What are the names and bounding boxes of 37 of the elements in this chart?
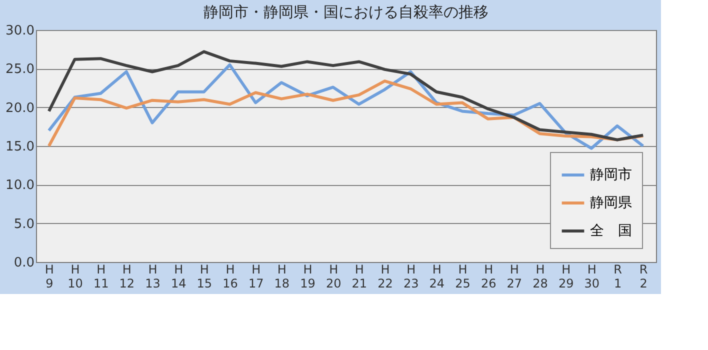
x-tick-label: H11 — [93, 262, 109, 290]
x-tick-label: H24 — [429, 262, 445, 290]
x-tick-label: R2 — [639, 262, 648, 290]
x-tick-label: H26 — [480, 262, 496, 290]
x-tick-label: H17 — [248, 262, 264, 290]
x-tick-label: H27 — [506, 262, 522, 290]
x-tick-label: H25 — [455, 262, 470, 290]
x-tick-label: H19 — [300, 262, 316, 290]
x-tick-label: H15 — [196, 262, 212, 290]
x-tick-label: H12 — [119, 262, 135, 290]
x-tick-label: H29 — [558, 262, 574, 290]
x-tick-label: H10 — [68, 262, 83, 290]
x-tick-label: H14 — [170, 262, 186, 290]
x-tick-label: H9 — [44, 262, 54, 290]
x-tick-label: H20 — [326, 262, 342, 290]
y-tick-label: 30.0 — [6, 24, 34, 38]
y-tick-label: 5.0 — [14, 216, 34, 232]
chart-title: 静岡市・静岡県・国における自殺率の推移 — [204, 3, 488, 21]
y-tick-label: 20.0 — [6, 100, 34, 116]
y-tick-label: 25.0 — [6, 62, 34, 78]
y-tick-label: 0.0 — [14, 256, 34, 270]
x-tick-label: H18 — [274, 262, 290, 290]
legend-label: 静岡県 — [590, 195, 632, 211]
y-tick-label: 10.0 — [6, 178, 34, 194]
x-tick-label: H28 — [532, 262, 548, 290]
x-tick-label: H22 — [378, 262, 393, 290]
y-tick-label: 15.0 — [6, 140, 34, 154]
x-tick-label: H16 — [222, 262, 238, 290]
line-series — [47, 50, 645, 142]
x-tick-label: H30 — [584, 262, 600, 290]
legend-label: 静岡市 — [590, 167, 632, 183]
x-tick-label: H23 — [403, 262, 419, 290]
x-tick-label: H13 — [145, 262, 160, 290]
x-tick-label: R1 — [614, 262, 622, 290]
legend-label: 全 国 — [590, 223, 632, 239]
x-tick-label: H21 — [352, 262, 368, 290]
line-series — [47, 80, 645, 148]
